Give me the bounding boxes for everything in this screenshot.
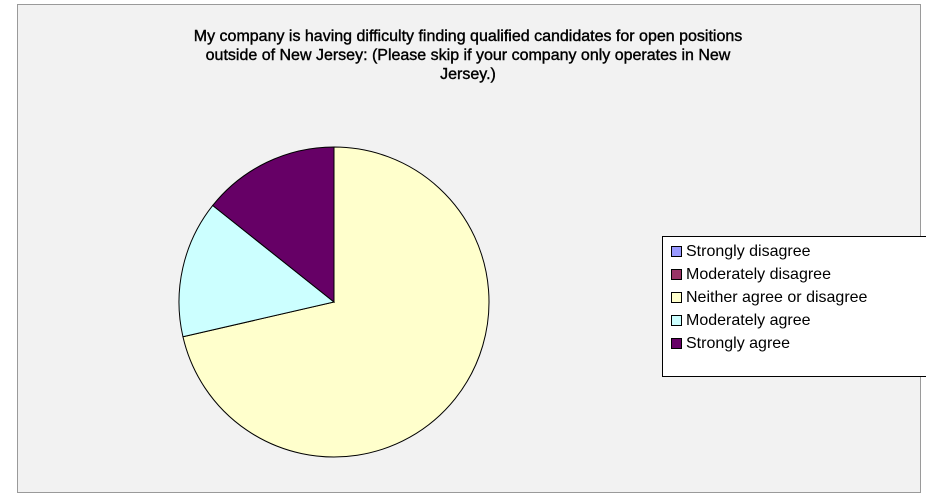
legend-item-moderately-disagree: Moderately disagree — [671, 263, 926, 286]
legend-swatch-neither-agree-or-disagree — [671, 292, 682, 303]
chart-title: My company is having difficulty finding … — [98, 27, 838, 84]
legend-item-strongly-agree: Strongly agree — [671, 332, 926, 355]
legend-item-moderately-agree: Moderately agree — [671, 309, 926, 332]
legend-label-strongly-agree: Strongly agree — [686, 334, 791, 352]
pie-slice-strongly-agree — [212, 146, 335, 304]
pie-slice-moderately-agree — [178, 204, 336, 338]
legend-item-strongly-disagree: Strongly disagree — [671, 240, 926, 263]
legend-label-neither-agree-or-disagree: Neither agree or disagree — [686, 288, 868, 306]
legend: Strongly disagree Moderately disagree Ne… — [662, 236, 926, 377]
chart-title-line-2: outside of New Jersey: (Please skip if y… — [205, 47, 731, 64]
chart-title-line-1: My company is having difficulty finding … — [193, 28, 743, 45]
chart-area: My company is having difficulty finding … — [17, 4, 926, 493]
chart-title-line-3: Jersey.) — [440, 66, 496, 83]
legend-label-moderately-disagree: Moderately disagree — [686, 265, 831, 283]
legend-swatch-strongly-disagree — [671, 246, 682, 257]
legend-label-strongly-disagree: Strongly disagree — [686, 242, 811, 260]
legend-swatch-moderately-disagree — [671, 269, 682, 280]
legend-label-moderately-agree: Moderately agree — [686, 311, 811, 329]
pie-chart — [178, 146, 490, 458]
legend-swatch-strongly-agree — [671, 338, 682, 349]
legend-swatch-moderately-agree — [671, 315, 682, 326]
pie-slice-neither-agree-or-disagree — [182, 146, 490, 458]
legend-item-neither-agree-or-disagree: Neither agree or disagree — [671, 286, 926, 309]
